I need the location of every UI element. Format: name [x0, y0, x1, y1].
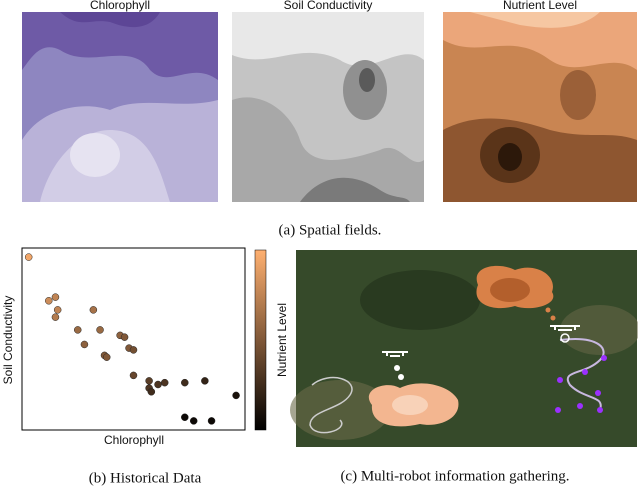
caption: (c) Multi-robot information gathering.	[340, 468, 569, 484]
colorbar	[254, 249, 267, 431]
axes-frame	[21, 247, 246, 431]
x-axis-label: Chlorophyll	[104, 433, 164, 447]
data-point	[51, 313, 60, 321]
chlorophyll-field	[22, 12, 218, 202]
data-point	[74, 326, 82, 334]
data-point	[129, 371, 138, 380]
colorbar-label: Nutrient Level	[275, 303, 289, 377]
panel-title: Nutrient Level	[503, 0, 577, 12]
data-point	[181, 378, 189, 387]
data-point	[120, 333, 129, 341]
data-point	[89, 306, 98, 314]
soil-field	[232, 12, 424, 202]
data-point	[96, 326, 104, 334]
nutrient-field	[443, 12, 637, 202]
data-point	[207, 417, 216, 425]
data-point	[80, 340, 89, 349]
data-point	[181, 413, 189, 422]
panel-title: Chlorophyll	[90, 0, 150, 12]
data-point	[147, 388, 156, 396]
field-photo	[290, 250, 638, 447]
caption: (b) Historical Data	[89, 470, 202, 486]
data-point	[129, 346, 138, 354]
data-point	[145, 377, 153, 385]
y-axis-label: Soil Conductivity	[1, 296, 15, 385]
data-point	[154, 380, 162, 389]
data-point	[160, 378, 169, 387]
data-point	[201, 377, 209, 385]
panel-title: Soil Conductivity	[284, 0, 373, 12]
data-point	[53, 306, 62, 314]
data-point	[232, 391, 240, 400]
data-point	[51, 293, 60, 301]
data-point	[24, 253, 33, 261]
caption: (a) Spatial fields.	[279, 222, 382, 238]
data-point	[189, 417, 198, 425]
data-point	[102, 353, 111, 361]
data-point	[45, 297, 53, 305]
